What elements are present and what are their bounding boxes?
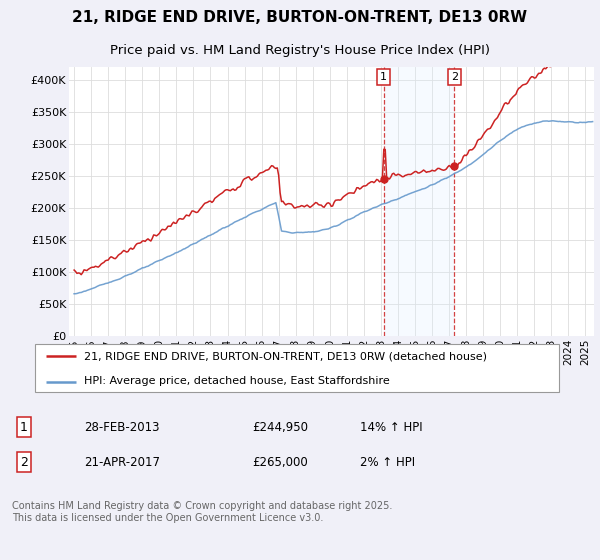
Text: 21, RIDGE END DRIVE, BURTON-ON-TRENT, DE13 0RW (detached house): 21, RIDGE END DRIVE, BURTON-ON-TRENT, DE… xyxy=(84,352,487,362)
Bar xyxy=(383,67,454,336)
Text: 14% ↑ HPI: 14% ↑ HPI xyxy=(360,421,422,433)
Text: 21, RIDGE END DRIVE, BURTON-ON-TRENT, DE13 0RW: 21, RIDGE END DRIVE, BURTON-ON-TRENT, DE… xyxy=(73,10,527,25)
Text: Price paid vs. HM Land Registry's House Price Index (HPI): Price paid vs. HM Land Registry's House … xyxy=(110,44,490,57)
FancyBboxPatch shape xyxy=(35,344,559,392)
Text: Contains HM Land Registry data © Crown copyright and database right 2025.
This d: Contains HM Land Registry data © Crown c… xyxy=(12,501,392,522)
Text: 21-APR-2017: 21-APR-2017 xyxy=(84,456,160,469)
Text: HPI: Average price, detached house, East Staffordshire: HPI: Average price, detached house, East… xyxy=(84,376,390,386)
Text: 2: 2 xyxy=(20,456,28,469)
Text: 1: 1 xyxy=(20,421,28,433)
Text: £244,950: £244,950 xyxy=(252,421,308,433)
Text: 2% ↑ HPI: 2% ↑ HPI xyxy=(360,456,415,469)
Text: £265,000: £265,000 xyxy=(252,456,308,469)
Text: 2: 2 xyxy=(451,72,458,82)
Text: 28-FEB-2013: 28-FEB-2013 xyxy=(84,421,160,433)
Text: 1: 1 xyxy=(380,72,387,82)
